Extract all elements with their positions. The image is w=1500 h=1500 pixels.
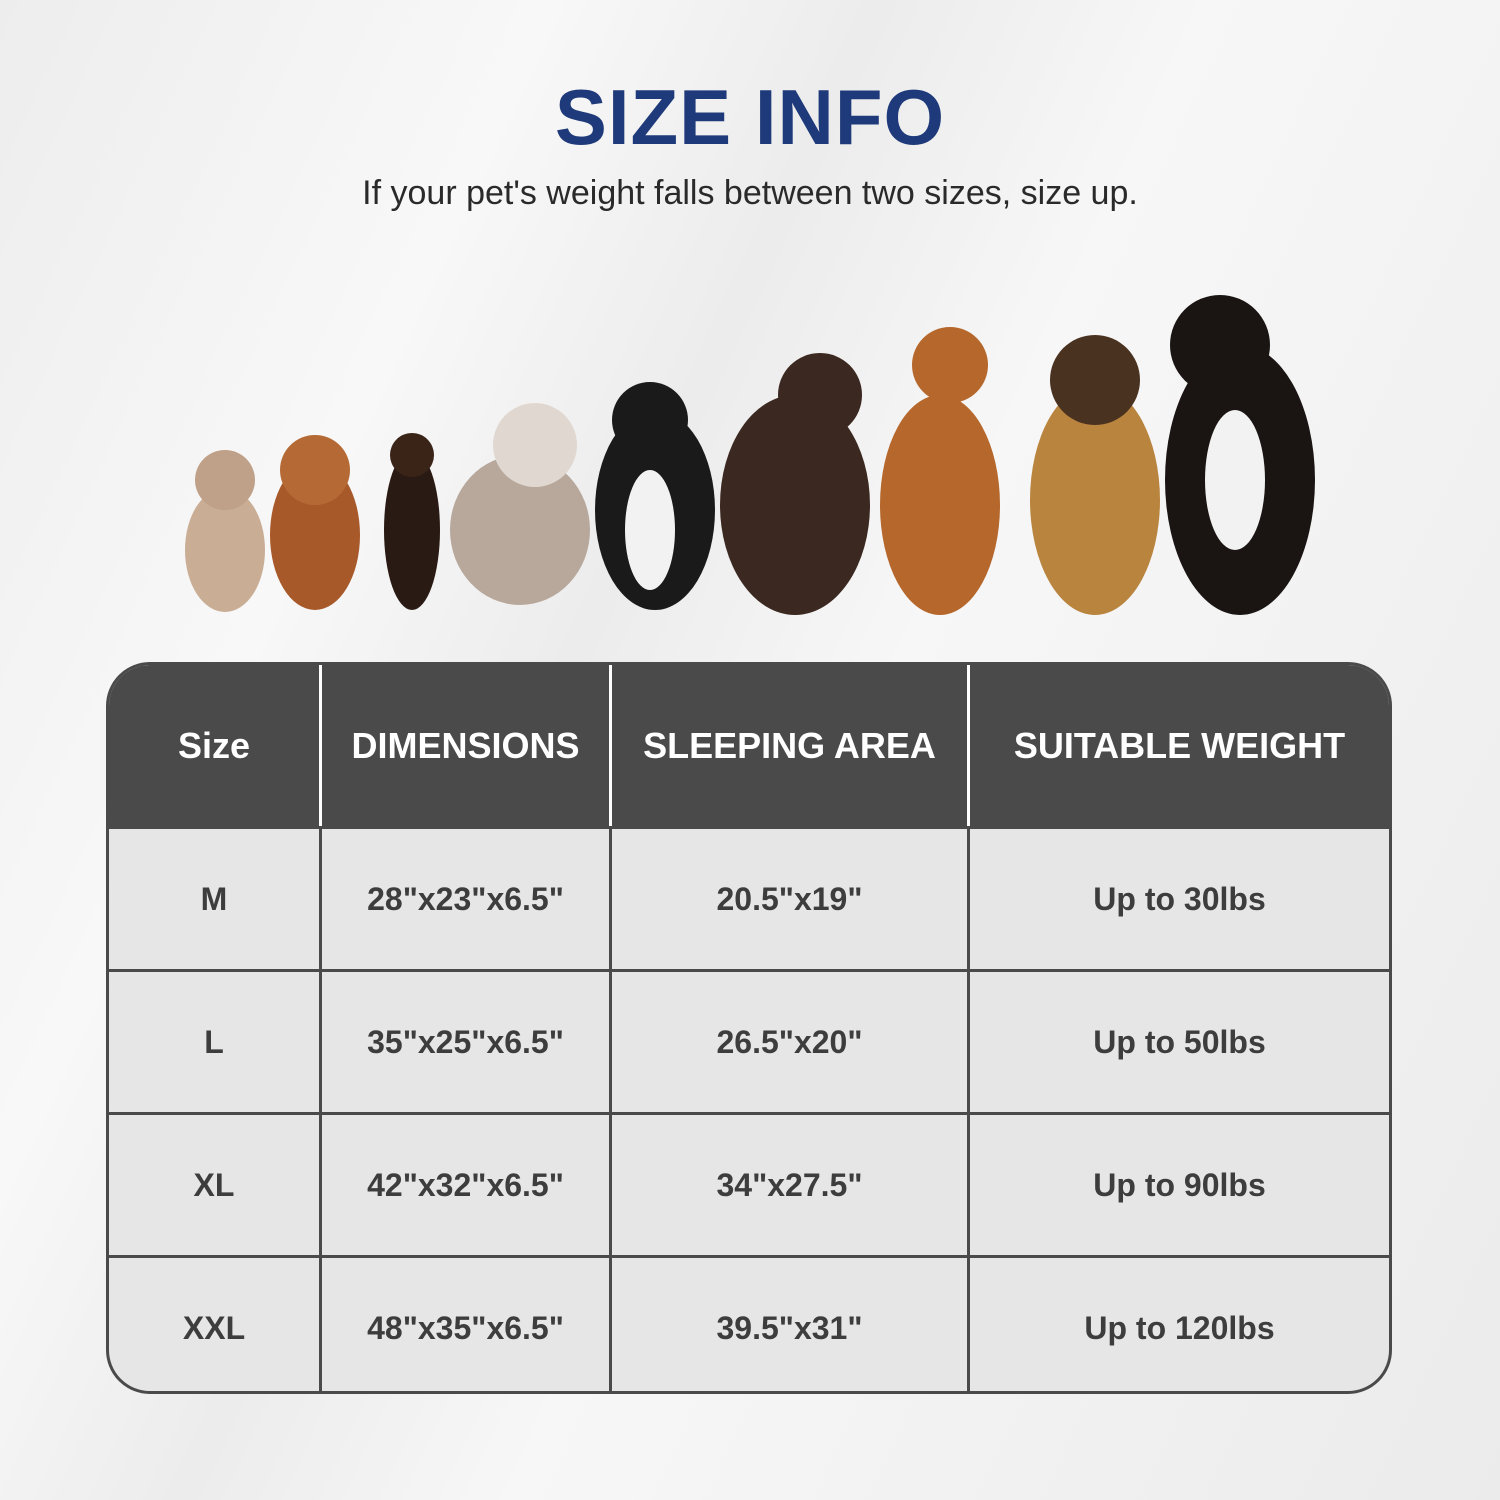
- dog-border-collie: [595, 382, 715, 610]
- table-row: XXL 48"x35"x6.5" 39.5"x31" Up to 120lbs: [109, 1255, 1389, 1391]
- cell-dimensions: 35"x25"x6.5": [319, 972, 609, 1112]
- table-header-row: Size DIMENSIONS SLEEPING AREA SUITABLE W…: [109, 665, 1389, 826]
- header-suitable-weight: SUITABLE WEIGHT: [967, 665, 1389, 826]
- cell-dimensions: 28"x23"x6.5": [319, 829, 609, 969]
- dog-labrador: [720, 353, 870, 615]
- dog-min-pin: [384, 433, 440, 610]
- cell-size: L: [204, 1023, 224, 1060]
- cell-size: XL: [193, 1166, 235, 1203]
- cell-suitable-weight: Up to 120lbs: [967, 1258, 1389, 1391]
- header-sleeping-area: SLEEPING AREA: [609, 665, 967, 826]
- size-table: Size DIMENSIONS SLEEPING AREA SUITABLE W…: [106, 662, 1392, 1394]
- header-dimensions: DIMENSIONS: [319, 665, 609, 826]
- cell-suitable-weight: Up to 30lbs: [967, 829, 1389, 969]
- table-row: M 28"x23"x6.5" 20.5"x19" Up to 30lbs: [109, 826, 1389, 969]
- dog-german-shepherd: [1030, 335, 1160, 615]
- dog-bernese: [1165, 295, 1315, 615]
- dog-french-bulldog: [185, 450, 265, 612]
- table-row: XL 42"x32"x6.5" 34"x27.5" Up to 90lbs: [109, 1112, 1389, 1255]
- cell-size: M: [200, 880, 228, 917]
- dogs-lineup-image: [185, 295, 1315, 615]
- cell-suitable-weight: Up to 90lbs: [967, 1115, 1389, 1255]
- dog-vizsla: [880, 327, 1000, 615]
- cell-suitable-weight: Up to 50lbs: [967, 972, 1389, 1112]
- cell-sleeping-area: 39.5"x31": [609, 1258, 967, 1391]
- header-size: Size: [177, 724, 251, 766]
- page-subtitle: If your pet's weight falls between two s…: [362, 174, 1138, 212]
- table-row: L 35"x25"x6.5" 26.5"x20" Up to 50lbs: [109, 969, 1389, 1112]
- cell-sleeping-area: 34"x27.5": [609, 1115, 967, 1255]
- cell-sleeping-area: 26.5"x20": [609, 972, 967, 1112]
- cell-size: XXL: [182, 1309, 246, 1346]
- page-title: SIZE INFO: [554, 73, 946, 161]
- dog-bulldog: [450, 403, 590, 605]
- cell-sleeping-area: 20.5"x19": [609, 829, 967, 969]
- cell-dimensions: 42"x32"x6.5": [319, 1115, 609, 1255]
- cell-dimensions: 48"x35"x6.5": [319, 1258, 609, 1391]
- dog-cavalier: [270, 435, 360, 610]
